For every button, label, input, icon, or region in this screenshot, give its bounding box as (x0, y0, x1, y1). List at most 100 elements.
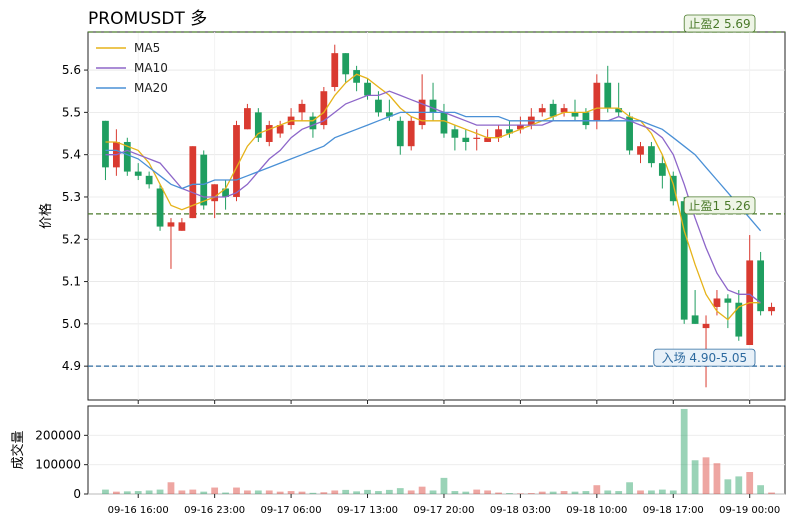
volume-bar (582, 491, 590, 494)
candle-body (244, 108, 251, 130)
candle-body (626, 116, 633, 151)
xtick-label: 09-16 23:00 (184, 505, 245, 516)
candle-body (102, 120, 109, 168)
volume-bar (112, 491, 120, 494)
volume-bar (342, 489, 350, 494)
candle-body (200, 154, 208, 206)
volume-bar (757, 485, 765, 494)
xtick-label: 09-18 10:00 (566, 505, 627, 516)
annotation-box (653, 348, 756, 367)
volume-ytick-label: 0 (73, 487, 81, 501)
volume-bar (440, 477, 448, 494)
candle-body (309, 116, 317, 130)
volume-bar (626, 482, 633, 494)
candle-body (353, 70, 360, 83)
volume-bar (451, 491, 459, 494)
volume-bar (167, 482, 175, 494)
candle-body (265, 125, 273, 142)
xtick-label: 09-18 03:00 (490, 505, 551, 516)
candle-body (658, 163, 666, 176)
volume-bar (549, 491, 557, 494)
price-ytick-label: 5.3 (62, 190, 81, 204)
xtick-label: 09-18 17:00 (643, 505, 704, 516)
annotation-box (683, 196, 756, 215)
volume-bar (396, 488, 404, 494)
volume-panel: 0 100000 200000 成交量 (10, 405, 786, 501)
candle-body (254, 112, 262, 138)
volume-bar (254, 490, 262, 494)
volume-bar (309, 492, 317, 494)
volume-bar (178, 490, 186, 494)
candle-body (440, 112, 448, 134)
candle-body (222, 188, 229, 197)
candle-body (615, 108, 623, 113)
xtick-label: 09-16 16:00 (108, 505, 169, 516)
candle-body (538, 108, 546, 113)
ma20-line (105, 111, 762, 232)
candle-body (582, 112, 590, 126)
candle-body (364, 82, 371, 96)
volume-bar (244, 490, 251, 494)
volume-bar (506, 493, 513, 494)
candle-body (571, 112, 579, 117)
candle-body (462, 137, 470, 142)
volume-bar (484, 490, 492, 494)
price-ytick-label: 5.4 (62, 148, 81, 162)
volume-bar (702, 457, 710, 494)
candle-body (189, 146, 197, 219)
volume-bar (648, 490, 655, 494)
volume-bar (637, 490, 644, 494)
volume-bar (353, 491, 360, 494)
volume-bar (134, 491, 142, 494)
candle-body (549, 103, 557, 117)
volume-bar (768, 492, 775, 494)
candle-body (145, 175, 153, 185)
volume-bar (123, 491, 131, 494)
candle-body (233, 125, 240, 197)
candle-body (342, 53, 350, 75)
candle-body (178, 222, 186, 231)
volume-bar (560, 491, 568, 494)
candle-body (375, 99, 382, 113)
volume-bar (156, 489, 164, 494)
volume-bar (604, 490, 612, 494)
volume-bar (691, 460, 699, 494)
volume-bar (407, 490, 415, 494)
volume-bar (462, 491, 470, 494)
candle-body (768, 306, 775, 312)
annotation-label: 止盈2 5.69 (689, 17, 751, 31)
candle-body (495, 129, 502, 138)
candle-body (134, 171, 142, 176)
volume-bar (680, 408, 688, 494)
xtick-label: 09-17 20:00 (413, 505, 474, 516)
legend-label-ma5: MA5 (134, 41, 160, 55)
legend-label-ma10: MA10 (134, 61, 168, 75)
candle-body (407, 120, 415, 147)
volume-bar (222, 492, 229, 494)
volume-bar (385, 489, 393, 494)
candle-body (669, 175, 677, 202)
candle-body (506, 129, 513, 134)
candle-body (396, 120, 404, 147)
candle-body (680, 201, 688, 320)
candle-body (484, 137, 492, 142)
candle-body (298, 103, 306, 113)
candle-body (276, 125, 284, 134)
volume-bar (658, 489, 666, 494)
volume-bar (538, 491, 546, 494)
volume-bar (746, 472, 754, 494)
xtick-label: 09-17 06:00 (261, 505, 322, 516)
price-ytick-label: 5.5 (62, 105, 81, 119)
x-axis: 09-16 16:00 09-16 23:00 09-17 06:00 09-17 1… (108, 494, 780, 516)
price-ytick-label: 4.9 (62, 359, 81, 373)
volume-bar (364, 489, 371, 494)
price-ytick-label: 5.1 (62, 275, 81, 289)
volume-bar (517, 493, 524, 494)
volume-bar (265, 490, 273, 494)
candle-body (320, 91, 328, 126)
candle-body (757, 260, 765, 312)
volume-bar (615, 491, 623, 494)
annotation-label: 止盈1 5.26 (689, 199, 751, 213)
